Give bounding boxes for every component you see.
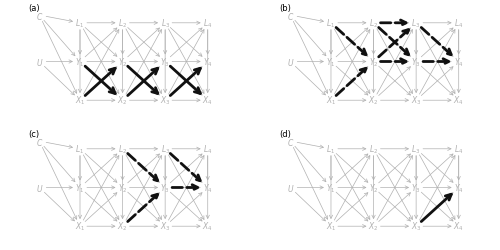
Text: (a): (a) — [28, 4, 40, 13]
Text: $C$: $C$ — [286, 10, 294, 22]
Text: $Y_2$: $Y_2$ — [118, 56, 128, 68]
Text: $L_1$: $L_1$ — [326, 143, 336, 156]
Text: $X_1$: $X_1$ — [326, 220, 336, 232]
Text: $L_4$: $L_4$ — [454, 18, 464, 30]
Text: $L_2$: $L_2$ — [369, 143, 378, 156]
Text: (c): (c) — [28, 129, 39, 138]
Text: $L_2$: $L_2$ — [118, 143, 127, 156]
Text: $X_3$: $X_3$ — [411, 94, 422, 107]
Text: $L_1$: $L_1$ — [326, 18, 336, 30]
Text: $X_3$: $X_3$ — [160, 220, 170, 232]
Text: $X_2$: $X_2$ — [368, 220, 379, 232]
Text: $Y_1$: $Y_1$ — [75, 182, 85, 194]
Text: $Y_1$: $Y_1$ — [75, 56, 85, 68]
Text: $L_3$: $L_3$ — [160, 143, 170, 156]
Text: $L_2$: $L_2$ — [369, 18, 378, 30]
Text: $X_3$: $X_3$ — [411, 220, 422, 232]
Text: $X_2$: $X_2$ — [118, 220, 128, 232]
Text: $L_4$: $L_4$ — [203, 143, 212, 156]
Text: $X_4$: $X_4$ — [454, 94, 464, 107]
Text: $L_3$: $L_3$ — [412, 143, 421, 156]
Text: $U$: $U$ — [36, 182, 43, 193]
Text: $Y_2$: $Y_2$ — [369, 182, 378, 194]
Text: $X_3$: $X_3$ — [160, 94, 170, 107]
Text: $Y_1$: $Y_1$ — [326, 182, 336, 194]
Text: $Y_2$: $Y_2$ — [118, 182, 128, 194]
Text: $X_4$: $X_4$ — [202, 220, 213, 232]
Text: $X_1$: $X_1$ — [75, 94, 85, 107]
Text: $U$: $U$ — [36, 57, 43, 68]
Text: $Y_3$: $Y_3$ — [160, 56, 170, 68]
Text: $Y_4$: $Y_4$ — [454, 56, 464, 68]
Text: $X_2$: $X_2$ — [368, 94, 379, 107]
Text: $L_4$: $L_4$ — [454, 143, 464, 156]
Text: (d): (d) — [279, 129, 290, 138]
Text: $L_4$: $L_4$ — [203, 18, 212, 30]
Text: $Y_3$: $Y_3$ — [160, 182, 170, 194]
Text: $L_1$: $L_1$ — [76, 143, 84, 156]
Text: $Y_4$: $Y_4$ — [203, 56, 212, 68]
Text: $C$: $C$ — [36, 10, 43, 22]
Text: $L_2$: $L_2$ — [118, 18, 127, 30]
Text: $X_1$: $X_1$ — [326, 94, 336, 107]
Text: $X_2$: $X_2$ — [118, 94, 128, 107]
Text: $Y_2$: $Y_2$ — [369, 56, 378, 68]
Text: $Y_3$: $Y_3$ — [412, 56, 421, 68]
Text: $Y_4$: $Y_4$ — [454, 182, 464, 194]
Text: $C$: $C$ — [36, 136, 43, 147]
Text: (b): (b) — [279, 4, 290, 13]
Text: $U$: $U$ — [286, 182, 294, 193]
Text: $X_4$: $X_4$ — [454, 220, 464, 232]
Text: $Y_1$: $Y_1$ — [326, 56, 336, 68]
Text: $Y_3$: $Y_3$ — [412, 182, 421, 194]
Text: $X_4$: $X_4$ — [202, 94, 213, 107]
Text: $L_1$: $L_1$ — [76, 18, 84, 30]
Text: $Y_4$: $Y_4$ — [203, 182, 212, 194]
Text: $L_3$: $L_3$ — [412, 18, 421, 30]
Text: $L_3$: $L_3$ — [160, 18, 170, 30]
Text: $C$: $C$ — [286, 136, 294, 147]
Text: $X_1$: $X_1$ — [75, 220, 85, 232]
Text: $U$: $U$ — [286, 57, 294, 68]
